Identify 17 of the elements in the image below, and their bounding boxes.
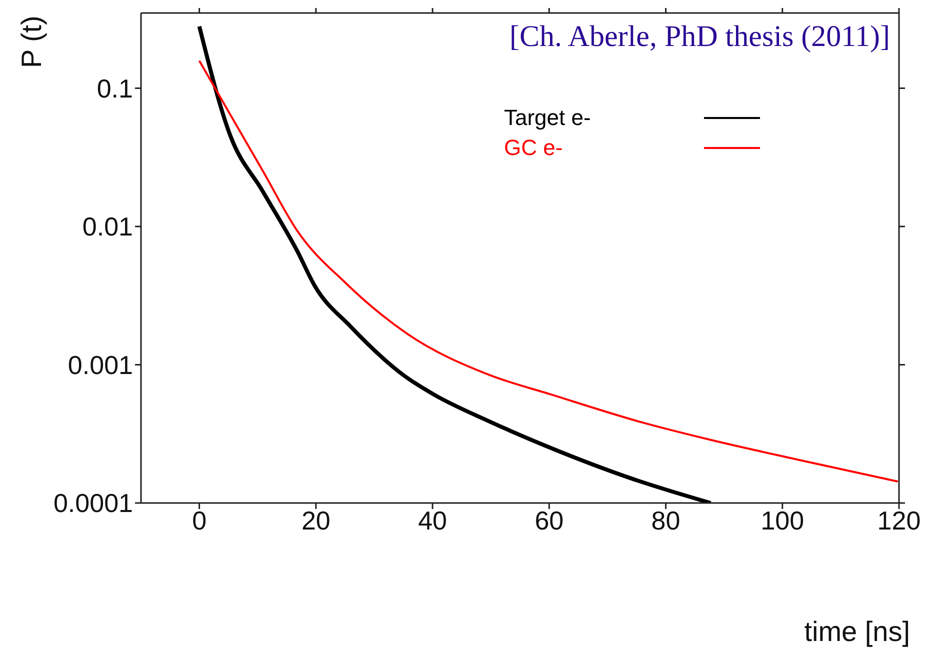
x-tick-label: 100 <box>760 505 804 536</box>
line-series <box>198 60 899 483</box>
text: Target e- <box>504 105 592 131</box>
x-tick-label: 20 <box>301 505 330 536</box>
y-tick-label: 0.1 <box>96 73 133 104</box>
y-tick-label: 0.001 <box>68 350 133 380</box>
y-tick-label: 0.01 <box>82 212 133 242</box>
x-tick-label: 120 <box>877 505 921 536</box>
x-tick-label: 60 <box>534 505 564 536</box>
x-tick-label: 0 <box>192 505 207 536</box>
annotation: [Ch. Aberle, PhD thesis (2011)] <box>509 20 890 54</box>
y-tick-label: 0.0001 <box>53 488 133 518</box>
x-tick-label: 80 <box>651 505 680 536</box>
x-axis-title: time [ns] <box>804 616 910 648</box>
y-axis-title: P (t) <box>16 16 48 68</box>
x-tick-label: 40 <box>418 505 447 536</box>
text: GC e- <box>504 135 564 161</box>
